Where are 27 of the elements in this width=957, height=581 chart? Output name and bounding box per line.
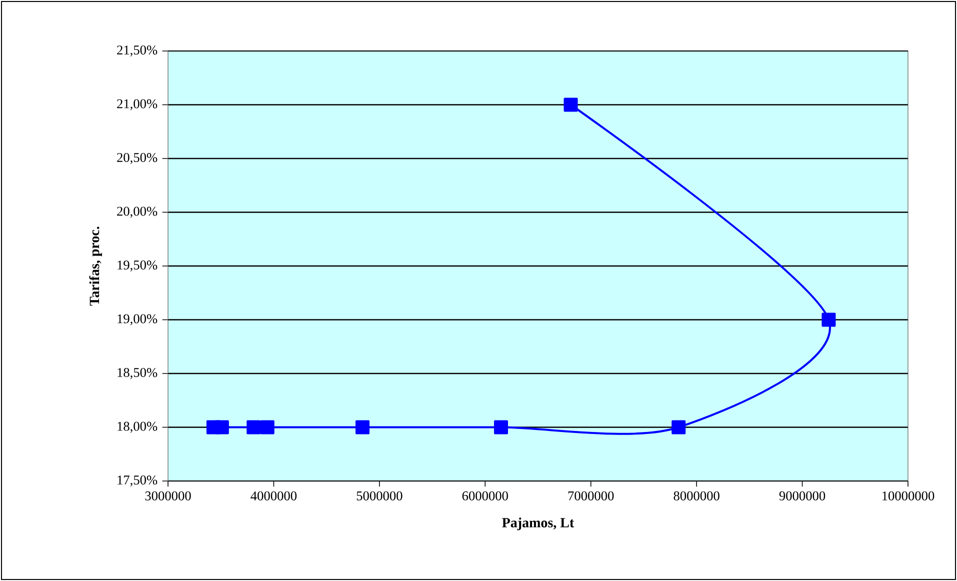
y-tick-label: 18,50% [118, 368, 158, 379]
y-tick-label: 17,50% [118, 476, 158, 486]
x-tick-label: 6000000 [462, 491, 508, 500]
y-tick-label: 19,00% [118, 314, 158, 326]
x-tick-label: 3000000 [145, 491, 191, 500]
y-tick-label: 21,00% [117, 99, 158, 110]
x-tick-label: 10000000 [882, 491, 934, 500]
x-tick-label: 5000000 [356, 491, 402, 500]
y-tick-label: 18,00% [118, 422, 158, 433]
point [214, 420, 229, 434]
x-tick-label: 7000000 [568, 491, 614, 500]
point [494, 420, 508, 434]
y-tick-label: 20,00% [117, 206, 158, 218]
point [672, 420, 686, 434]
point [356, 420, 370, 434]
point [564, 98, 578, 112]
y-tick-label: 20,50% [117, 153, 158, 164]
x-axis-title: Pajamos, Lt [502, 518, 574, 530]
x-tick-label: 8000000 [674, 491, 720, 500]
y-tick-label: 21,50% [117, 46, 158, 56]
point [260, 420, 274, 434]
y-tick-label: 19,50% [118, 260, 158, 272]
point [822, 312, 836, 327]
x-tick-label: 4000000 [250, 491, 297, 500]
point [246, 420, 261, 434]
x-tick-label: 9000000 [779, 491, 826, 500]
y-axis-title: Tarifas, proc. [89, 226, 102, 306]
